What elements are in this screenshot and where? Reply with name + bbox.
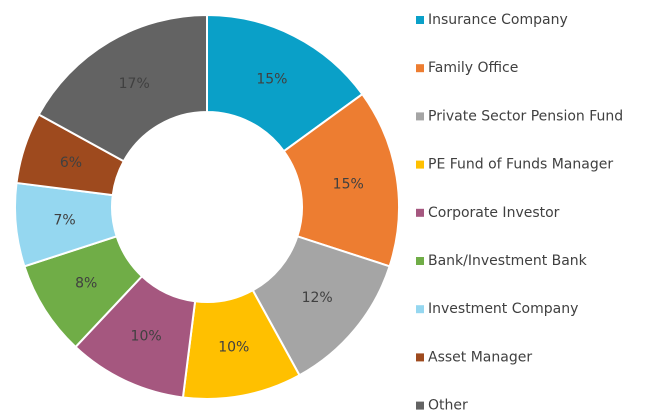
donut-slice bbox=[37, 13, 208, 163]
legend-label: Family Office bbox=[428, 60, 518, 76]
legend-label: Asset Manager bbox=[428, 349, 532, 365]
legend-label: Other bbox=[428, 398, 468, 413]
legend-swatch bbox=[416, 401, 424, 410]
legend-label: PE Fund of Funds Manager bbox=[428, 157, 613, 173]
legend-swatch bbox=[416, 305, 424, 314]
data-label: 8% bbox=[75, 276, 97, 292]
data-label: 15% bbox=[333, 177, 364, 193]
legend-swatch bbox=[416, 112, 424, 121]
legend-label: Insurance Company bbox=[428, 12, 568, 28]
legend-swatch bbox=[416, 208, 424, 217]
data-label: 12% bbox=[302, 290, 333, 306]
legend-swatch bbox=[416, 353, 424, 362]
data-label: 10% bbox=[218, 339, 249, 355]
legend-label: Private Sector Pension Fund bbox=[428, 108, 623, 124]
legend-swatch bbox=[416, 257, 424, 265]
data-label: 15% bbox=[256, 72, 287, 88]
data-label: 6% bbox=[60, 155, 82, 171]
legend-label: Corporate Investor bbox=[428, 205, 560, 221]
legend-label: Bank/Investment Bank bbox=[428, 253, 588, 269]
legend-label: Investment Company bbox=[428, 301, 578, 317]
data-label: 17% bbox=[119, 76, 150, 92]
legend-swatch bbox=[416, 64, 424, 73]
data-label: 7% bbox=[54, 212, 76, 228]
legend-swatch bbox=[416, 16, 424, 24]
legend-swatch bbox=[416, 160, 424, 169]
data-label: 10% bbox=[131, 328, 162, 344]
